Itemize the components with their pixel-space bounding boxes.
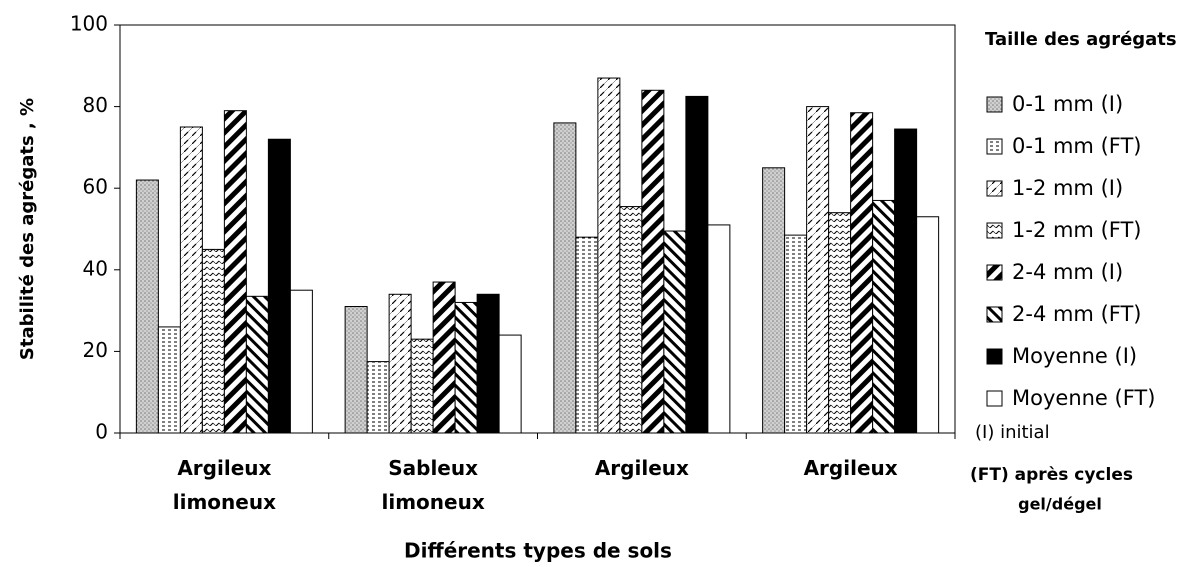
annotation: (I) initial [975,422,1050,443]
x-tick-label: Sableux limoneux [381,456,485,514]
annotation: gel/dégel [1018,495,1102,514]
legend-title: Taille des agrégats [985,29,1177,50]
bar [762,167,786,434]
legend-swatch [986,306,1003,323]
legend-label: 1-2 mm (I) [1012,176,1123,200]
bar [410,338,434,434]
bar [663,230,687,434]
y-tick-label: 60 [83,175,108,199]
legend-swatch [986,222,1003,239]
legend-swatch [986,348,1003,365]
bar [289,289,313,434]
legend-swatch [986,264,1003,281]
y-tick-label: 0 [95,420,108,444]
bar [850,112,874,434]
legend-label: Moyenne (FT) [1012,386,1155,410]
x-tick-label: Argileux [594,456,689,480]
bar [575,236,599,434]
bar [432,281,456,434]
bar [223,110,247,434]
legend-label: 0-1 mm (FT) [1012,134,1142,158]
bar [894,128,918,434]
legend-swatch [986,138,1003,155]
bar [267,138,291,434]
legend-label: 2-4 mm (FT) [1012,302,1142,326]
bar [828,212,852,434]
bar [707,224,731,434]
bar [916,216,940,434]
bar [157,326,181,434]
bar [344,306,368,434]
bar [553,122,577,434]
legend-label: Moyenne (I) [1012,344,1137,368]
bar [388,293,412,434]
x-tick-label: Argileux limoneux [172,456,276,514]
bar [366,361,390,434]
bar [872,199,896,434]
y-tick-label: 80 [83,93,108,117]
y-tick-label: 40 [83,256,108,280]
bar [498,334,522,434]
legend-label: 0-1 mm (I) [1012,92,1123,116]
annotation: (FT) après cycles [970,465,1133,485]
bar [784,234,808,434]
y-axis-label: Stabilité des agrégats , % [17,98,38,360]
legend-swatch [986,180,1003,197]
x-tick-label: Argileux [803,456,898,480]
bar [476,293,500,434]
legend-label: 1-2 mm (FT) [1012,218,1142,242]
bar [685,95,709,434]
legend-swatch [986,390,1003,407]
bar [454,301,478,434]
bar [245,295,269,434]
x-axis-label: Différents types de sols [404,539,672,563]
bar [619,206,643,434]
bar [597,77,621,434]
bar [135,179,159,434]
bar [179,126,203,434]
y-tick-label: 100 [70,12,108,36]
bar [806,106,830,434]
bar [641,89,665,434]
legend-label: 2-4 mm (I) [1012,260,1123,284]
y-tick-label: 20 [83,338,108,362]
bar [201,248,225,434]
legend-swatch [986,96,1003,113]
